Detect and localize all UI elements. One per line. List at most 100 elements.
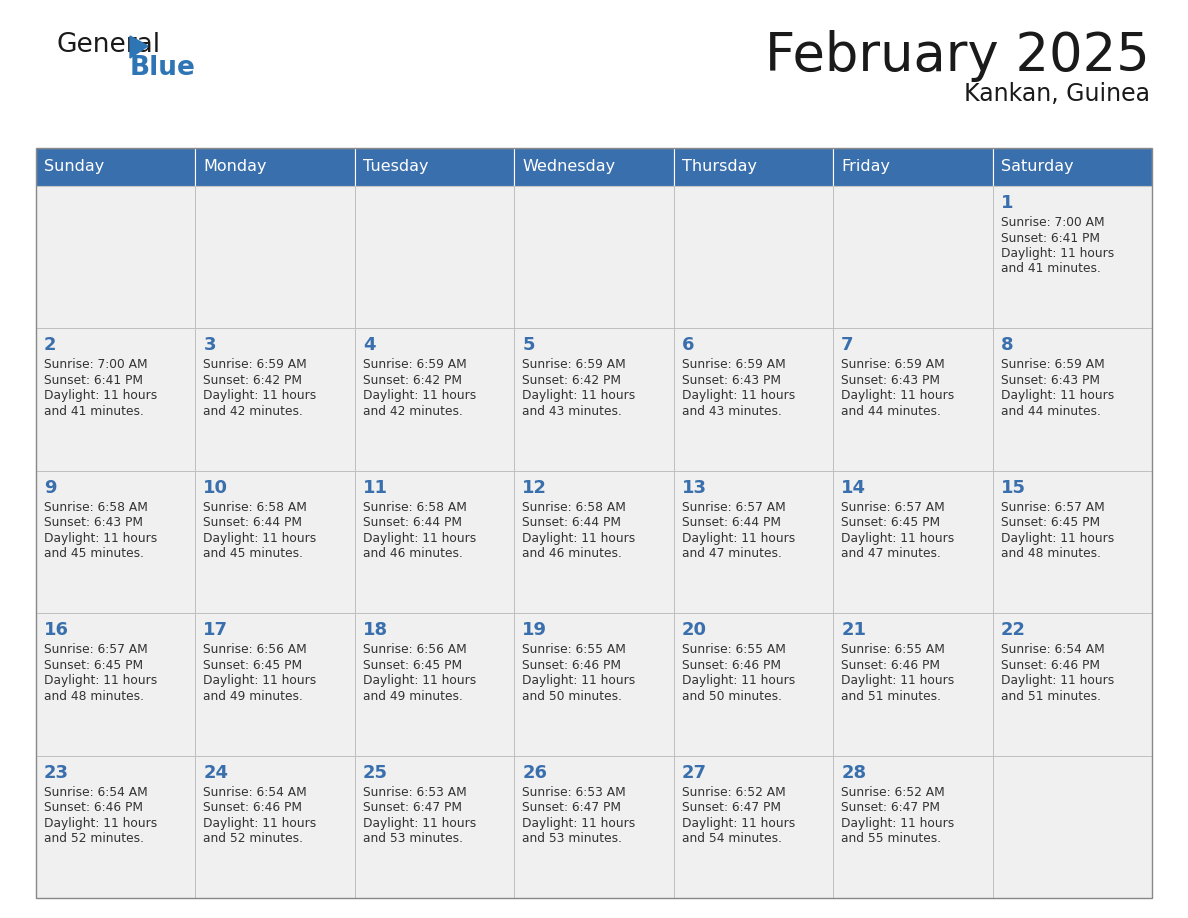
Text: Sunset: 6:42 PM: Sunset: 6:42 PM (362, 374, 462, 386)
Bar (36, 756, 196, 898)
Text: and 47 minutes.: and 47 minutes. (682, 547, 782, 560)
Text: Sunset: 6:47 PM: Sunset: 6:47 PM (523, 801, 621, 814)
Text: Sunrise: 6:58 AM: Sunrise: 6:58 AM (44, 501, 147, 514)
Text: Sunrise: 6:55 AM: Sunrise: 6:55 AM (523, 644, 626, 656)
Text: Daylight: 11 hours: Daylight: 11 hours (523, 674, 636, 688)
Bar (992, 613, 1152, 756)
Bar (196, 148, 355, 186)
Text: Sunset: 6:47 PM: Sunset: 6:47 PM (362, 801, 462, 814)
Text: Sunrise: 6:57 AM: Sunrise: 6:57 AM (44, 644, 147, 656)
Bar (196, 186, 355, 329)
Bar (355, 756, 514, 898)
Text: Sunrise: 6:53 AM: Sunrise: 6:53 AM (523, 786, 626, 799)
Text: 20: 20 (682, 621, 707, 639)
Bar (674, 186, 833, 329)
Text: and 55 minutes.: and 55 minutes. (841, 832, 941, 845)
Text: 5: 5 (523, 336, 535, 354)
Text: and 43 minutes.: and 43 minutes. (682, 405, 782, 418)
Text: Sunrise: 6:57 AM: Sunrise: 6:57 AM (1000, 501, 1105, 514)
Text: Sunset: 6:47 PM: Sunset: 6:47 PM (682, 801, 781, 814)
Text: Sunrise: 7:00 AM: Sunrise: 7:00 AM (44, 358, 147, 372)
Bar (992, 186, 1152, 329)
Text: Sunset: 6:41 PM: Sunset: 6:41 PM (1000, 231, 1100, 244)
Text: Saturday: Saturday (1000, 160, 1073, 174)
Bar (36, 613, 196, 756)
Bar (36, 186, 196, 329)
Text: Daylight: 11 hours: Daylight: 11 hours (362, 532, 476, 544)
Text: 10: 10 (203, 479, 228, 497)
Text: Sunrise: 6:57 AM: Sunrise: 6:57 AM (682, 501, 785, 514)
Text: and 51 minutes.: and 51 minutes. (841, 689, 941, 702)
Text: 19: 19 (523, 621, 548, 639)
Text: 26: 26 (523, 764, 548, 781)
Bar (36, 148, 196, 186)
Bar (514, 148, 674, 186)
Text: Daylight: 11 hours: Daylight: 11 hours (362, 817, 476, 830)
Text: and 54 minutes.: and 54 minutes. (682, 832, 782, 845)
Text: and 44 minutes.: and 44 minutes. (841, 405, 941, 418)
Text: Daylight: 11 hours: Daylight: 11 hours (44, 389, 157, 402)
Text: Sunset: 6:46 PM: Sunset: 6:46 PM (1000, 659, 1100, 672)
Text: Sunset: 6:45 PM: Sunset: 6:45 PM (362, 659, 462, 672)
Text: Daylight: 11 hours: Daylight: 11 hours (203, 817, 317, 830)
Text: and 52 minutes.: and 52 minutes. (44, 832, 144, 845)
Text: Sunrise: 6:52 AM: Sunrise: 6:52 AM (682, 786, 785, 799)
Text: Daylight: 11 hours: Daylight: 11 hours (841, 817, 954, 830)
Bar (514, 471, 674, 613)
Bar (355, 613, 514, 756)
Text: Friday: Friday (841, 160, 890, 174)
Bar (514, 329, 674, 471)
Text: Daylight: 11 hours: Daylight: 11 hours (1000, 674, 1114, 688)
Text: Sunrise: 6:59 AM: Sunrise: 6:59 AM (203, 358, 308, 372)
Text: and 45 minutes.: and 45 minutes. (203, 547, 303, 560)
Polygon shape (129, 36, 148, 58)
Bar (992, 756, 1152, 898)
Text: Sunset: 6:44 PM: Sunset: 6:44 PM (523, 516, 621, 530)
Text: and 50 minutes.: and 50 minutes. (682, 689, 782, 702)
Text: Sunrise: 6:55 AM: Sunrise: 6:55 AM (682, 644, 785, 656)
Text: and 47 minutes.: and 47 minutes. (841, 547, 941, 560)
Text: Daylight: 11 hours: Daylight: 11 hours (841, 389, 954, 402)
Bar (992, 148, 1152, 186)
Text: 14: 14 (841, 479, 866, 497)
Bar (992, 329, 1152, 471)
Text: Sunrise: 6:53 AM: Sunrise: 6:53 AM (362, 786, 467, 799)
Text: Sunrise: 6:58 AM: Sunrise: 6:58 AM (523, 501, 626, 514)
Bar (674, 613, 833, 756)
Text: Daylight: 11 hours: Daylight: 11 hours (44, 532, 157, 544)
Bar (196, 329, 355, 471)
Text: 3: 3 (203, 336, 216, 354)
Text: Daylight: 11 hours: Daylight: 11 hours (523, 389, 636, 402)
Text: 11: 11 (362, 479, 387, 497)
Text: Daylight: 11 hours: Daylight: 11 hours (1000, 532, 1114, 544)
Text: Daylight: 11 hours: Daylight: 11 hours (841, 532, 954, 544)
Text: and 48 minutes.: and 48 minutes. (44, 689, 144, 702)
Text: Sunset: 6:45 PM: Sunset: 6:45 PM (1000, 516, 1100, 530)
Bar (36, 329, 196, 471)
Text: Sunset: 6:45 PM: Sunset: 6:45 PM (203, 659, 303, 672)
Bar (36, 148, 1152, 898)
Text: Sunset: 6:45 PM: Sunset: 6:45 PM (841, 516, 940, 530)
Bar (833, 613, 992, 756)
Text: Sunrise: 6:54 AM: Sunrise: 6:54 AM (44, 786, 147, 799)
Text: 27: 27 (682, 764, 707, 781)
Bar (196, 471, 355, 613)
Text: and 53 minutes.: and 53 minutes. (523, 832, 623, 845)
Text: Sunset: 6:42 PM: Sunset: 6:42 PM (523, 374, 621, 386)
Text: Sunrise: 6:59 AM: Sunrise: 6:59 AM (682, 358, 785, 372)
Text: Sunday: Sunday (44, 160, 105, 174)
Text: and 46 minutes.: and 46 minutes. (523, 547, 623, 560)
Text: Tuesday: Tuesday (362, 160, 429, 174)
Text: 21: 21 (841, 621, 866, 639)
Text: Wednesday: Wednesday (523, 160, 615, 174)
Text: Daylight: 11 hours: Daylight: 11 hours (203, 389, 317, 402)
Bar (833, 471, 992, 613)
Text: Daylight: 11 hours: Daylight: 11 hours (682, 532, 795, 544)
Bar (36, 471, 196, 613)
Text: and 50 minutes.: and 50 minutes. (523, 689, 623, 702)
Bar (992, 471, 1152, 613)
Bar (514, 613, 674, 756)
Bar (355, 148, 514, 186)
Text: and 52 minutes.: and 52 minutes. (203, 832, 303, 845)
Text: Daylight: 11 hours: Daylight: 11 hours (682, 674, 795, 688)
